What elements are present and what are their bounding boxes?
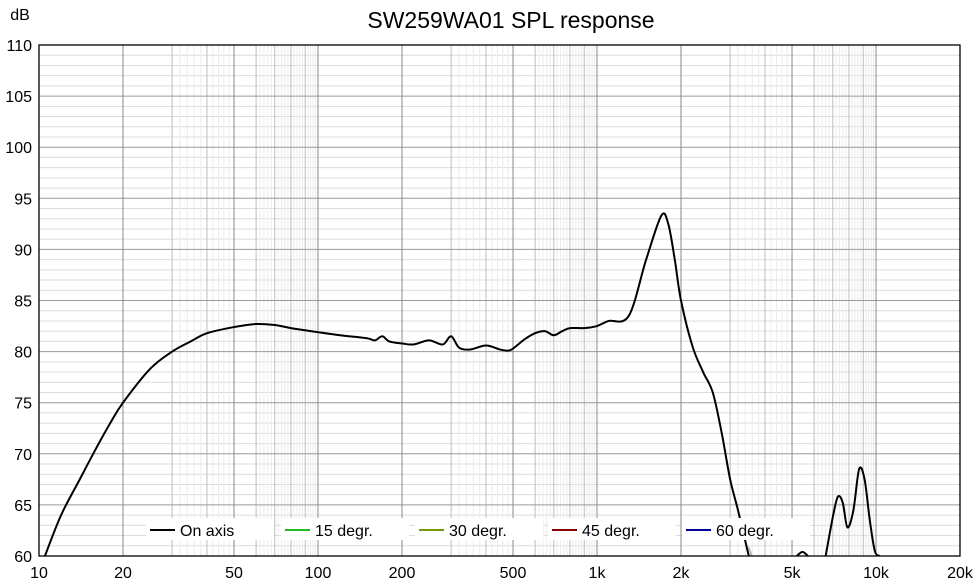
legend: On axis 15 degr. 30 degr. 45 degr. 60 degr. (146, 518, 810, 540)
legend-entry-bg (548, 518, 676, 540)
series-line-segment-2 (795, 550, 809, 556)
x-tick-label: 200 (389, 565, 416, 582)
legend-label: 30 degr. (449, 523, 507, 540)
x-tick-label: 100 (305, 565, 332, 582)
y-tick-label: 65 (14, 498, 32, 515)
legend-entry-bg (281, 518, 409, 540)
series-line-segment-1 (747, 546, 753, 556)
plot-frame (38, 44, 961, 557)
y-tick-label: 80 (14, 345, 32, 362)
y-tick-label: 70 (14, 447, 32, 464)
series-line-on-axis (43, 212, 750, 556)
legend-entry-bg (146, 518, 274, 540)
y-axis-ticks: 60 65 70 75 80 85 90 95 100 105 110 (5, 38, 32, 566)
y-tick-label: 110 (6, 38, 32, 55)
x-tick-label: 20k (947, 565, 974, 582)
y-tick-label: 90 (14, 242, 32, 259)
legend-label: On axis (180, 523, 234, 540)
x-tick-label: 500 (500, 565, 527, 582)
y-tick-label: 75 (14, 396, 32, 413)
chart-title: SW259WA01 SPL response (367, 7, 654, 33)
x-tick-label: 20 (114, 565, 132, 582)
legend-label: 15 degr. (315, 523, 373, 540)
legend-entry-bg (682, 518, 810, 540)
y-tick-label: 85 (14, 294, 32, 311)
legend-label: 45 degr. (582, 523, 640, 540)
x-tick-label: 50 (225, 565, 243, 582)
legend-label: 60 degr. (716, 523, 774, 540)
y-tick-label: 95 (14, 191, 32, 208)
series-layer (43, 212, 881, 556)
series-line-segment-3 (824, 466, 881, 556)
x-tick-label: 10 (30, 565, 48, 582)
y-tick-label: 60 (14, 549, 32, 566)
x-tick-label: 10k (863, 565, 890, 582)
y-tick-label: 100 (5, 140, 32, 157)
legend-entry-bg (415, 518, 543, 540)
y-axis-label: dB (10, 7, 30, 24)
x-tick-label: 2k (673, 565, 691, 582)
y-tick-label: 105 (5, 89, 32, 106)
x-axis-ticks: 10 20 50 100 200 500 1k 2k 5k 10k 20k (30, 565, 974, 582)
x-tick-label: 1k (589, 565, 607, 582)
x-tick-label: 5k (784, 565, 802, 582)
